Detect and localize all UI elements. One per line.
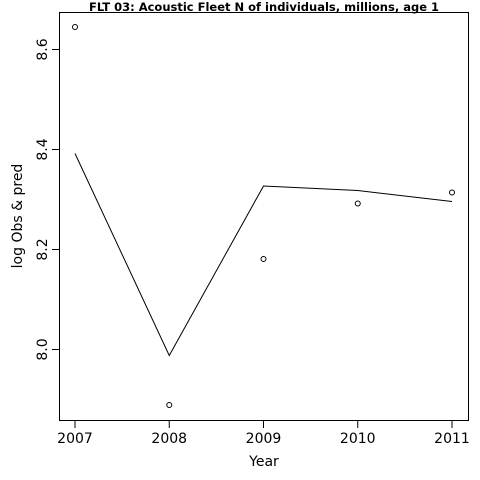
y-tick-label: 8.6	[35, 38, 51, 60]
y-axis: 8.0 8.2 8.4 8.6	[35, 38, 59, 361]
x-axis-title: Year	[248, 454, 279, 470]
observed-point	[354, 200, 361, 207]
y-axis-title: log Obs & pred	[10, 164, 26, 269]
y-tick-label: 8.4	[35, 138, 51, 160]
x-tick-label: 2010	[340, 431, 376, 447]
chart-title: FLT 03: Acoustic Fleet N of individuals,…	[89, 0, 439, 14]
observed-point	[72, 24, 78, 30]
series-layer	[72, 24, 455, 408]
x-tick-label: 2008	[151, 431, 187, 447]
plot-frame	[59, 12, 469, 421]
observed-point	[260, 256, 267, 262]
x-tick-label: 2009	[246, 431, 282, 447]
x-axis: 2007 2008 2009 2010 2011	[57, 421, 470, 447]
y-tick-label: 8.0	[35, 338, 51, 360]
observed-point	[449, 189, 455, 196]
x-tick-label: 2011	[434, 431, 470, 447]
y-tick-label: 8.2	[35, 238, 51, 260]
predicted-line	[74, 153, 453, 357]
observed-point	[166, 402, 173, 408]
x-tick-label: 2007	[57, 431, 93, 447]
